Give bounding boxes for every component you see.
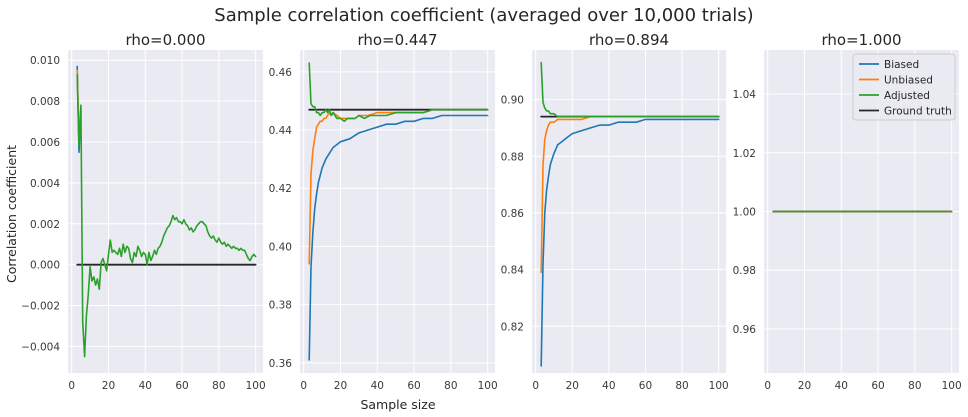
subplot-title: rho=0.000 bbox=[125, 31, 205, 49]
y-tick-label: 0.98 bbox=[733, 265, 756, 277]
y-axis-label: Correlation coefficient bbox=[4, 145, 19, 283]
series-line-adjusted bbox=[540, 61, 720, 118]
x-tick-label: 60 bbox=[175, 380, 188, 392]
x-tick-label: 20 bbox=[102, 380, 115, 392]
y-tick-label: 1.02 bbox=[733, 148, 756, 160]
y-tick-label: 0.82 bbox=[501, 321, 524, 333]
y-tick-label: 0.010 bbox=[30, 55, 60, 67]
y-tick-label: 0.44 bbox=[269, 125, 293, 137]
x-tick-label: 100 bbox=[709, 380, 729, 392]
x-tick-label: 80 bbox=[212, 380, 225, 392]
x-tick-label: 0 bbox=[764, 380, 771, 392]
y-tick-label: 0.40 bbox=[269, 241, 292, 253]
y-tick-label: 1.04 bbox=[733, 89, 757, 101]
figure-title: Sample correlation coefficient (averaged… bbox=[214, 5, 753, 26]
legend-label: Adjusted bbox=[884, 90, 930, 102]
legend-label: Unbiased bbox=[884, 75, 933, 87]
x-tick-label: 20 bbox=[334, 380, 347, 392]
x-tick-label: 60 bbox=[407, 380, 420, 392]
x-tick-label: 40 bbox=[602, 380, 615, 392]
subplot-title: rho=0.894 bbox=[589, 31, 669, 49]
y-tick-label: 0.36 bbox=[269, 358, 293, 370]
series-line-adjusted bbox=[308, 62, 489, 123]
subplot-2: 0 20 40 60 80 100 0.36 0.38 0.40 0.42 0.44 0.46 rho=… bbox=[269, 31, 498, 392]
x-tick-label: 20 bbox=[798, 380, 811, 392]
series-line-adjusted bbox=[76, 73, 257, 358]
y-tick-label: 0.38 bbox=[269, 300, 292, 312]
subplots-group: 0 20 40 60 80 100 −0.004 −0.002 0.000 0.002 0.004 0… bbox=[21, 31, 962, 392]
y-tick-label: 0.006 bbox=[30, 137, 60, 149]
legend-box bbox=[852, 53, 956, 121]
x-tick-label: 80 bbox=[444, 380, 457, 392]
y-tick-label: 0.88 bbox=[501, 151, 524, 163]
y-tick-label: 0.84 bbox=[501, 265, 525, 277]
x-tick-label: 100 bbox=[246, 380, 266, 392]
x-tick-label: 0 bbox=[300, 380, 307, 392]
legend: Biased Unbiased Adjusted Ground truth bbox=[852, 53, 956, 121]
x-tick-label: 0 bbox=[532, 380, 539, 392]
x-tick-label: 80 bbox=[908, 380, 921, 392]
y-tick-label: 0.86 bbox=[501, 208, 525, 220]
series-line-biased bbox=[308, 114, 489, 361]
x-tick-label: 60 bbox=[639, 380, 652, 392]
x-tick-label: 80 bbox=[675, 380, 688, 392]
y-tick-label: −0.002 bbox=[21, 301, 60, 313]
subplot-3: 0 20 40 60 80 100 0.82 0.84 0.86 0.88 0.90 rho=0.89… bbox=[501, 31, 729, 392]
x-tick-label: 0 bbox=[68, 380, 75, 392]
x-tick-label: 60 bbox=[871, 380, 884, 392]
x-tick-label: 100 bbox=[478, 380, 498, 392]
y-tick-label: 0.004 bbox=[30, 178, 60, 190]
y-tick-label: 0.000 bbox=[30, 260, 60, 272]
plot-background bbox=[68, 50, 263, 373]
y-tick-label: 0.96 bbox=[733, 324, 757, 336]
y-tick-label: 0.008 bbox=[30, 96, 60, 108]
x-tick-label: 20 bbox=[566, 380, 579, 392]
y-tick-label: 0.002 bbox=[30, 219, 60, 231]
x-axis-label: Sample size bbox=[360, 397, 435, 412]
x-tick-label: 40 bbox=[139, 380, 152, 392]
y-tick-label: 0.46 bbox=[269, 67, 293, 79]
legend-label: Biased bbox=[884, 59, 919, 71]
y-tick-label: −0.004 bbox=[21, 341, 60, 353]
x-tick-label: 40 bbox=[835, 380, 848, 392]
x-tick-label: 100 bbox=[942, 380, 962, 392]
plot-background bbox=[300, 50, 495, 373]
y-tick-label: 0.42 bbox=[269, 183, 292, 195]
subplot-1: 0 20 40 60 80 100 −0.004 −0.002 0.000 0.002 0.004 0… bbox=[21, 31, 266, 392]
plot-background bbox=[532, 50, 726, 373]
x-tick-label: 40 bbox=[371, 380, 384, 392]
legend-label: Ground truth bbox=[884, 106, 952, 118]
subplot-title: rho=1.000 bbox=[821, 31, 901, 49]
y-tick-label: 0.90 bbox=[501, 95, 524, 107]
y-tick-label: 1.00 bbox=[733, 207, 756, 219]
subplot-title: rho=0.447 bbox=[357, 31, 437, 49]
series-line-biased bbox=[540, 118, 720, 367]
